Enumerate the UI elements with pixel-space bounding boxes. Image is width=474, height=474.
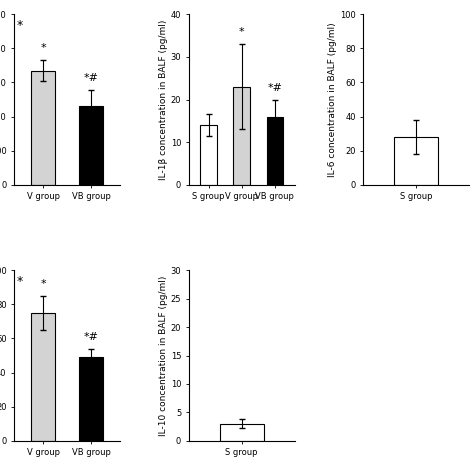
Text: *: * [17, 275, 23, 288]
Bar [79, 106, 103, 185]
Text: *#: *# [267, 83, 283, 93]
Y-axis label: IL-1β concentration in BALF (pg/ml): IL-1β concentration in BALF (pg/ml) [159, 19, 168, 180]
Bar [266, 117, 283, 185]
Bar [394, 137, 438, 185]
Bar [79, 357, 103, 441]
Bar [234, 87, 250, 185]
Text: *: * [40, 44, 46, 54]
Y-axis label: IL-10 concentration in BALF (pg/ml): IL-10 concentration in BALF (pg/ml) [159, 275, 168, 436]
Text: *: * [17, 19, 23, 32]
Bar [31, 71, 55, 185]
Bar [31, 313, 55, 441]
Bar [219, 424, 264, 441]
Text: *#: *# [84, 332, 99, 342]
Bar [201, 125, 217, 185]
Y-axis label: IL-6 concentration in BALF (pg/ml): IL-6 concentration in BALF (pg/ml) [328, 22, 337, 177]
Text: *: * [239, 27, 245, 37]
Text: *: * [40, 279, 46, 289]
Text: *#: *# [84, 73, 99, 83]
